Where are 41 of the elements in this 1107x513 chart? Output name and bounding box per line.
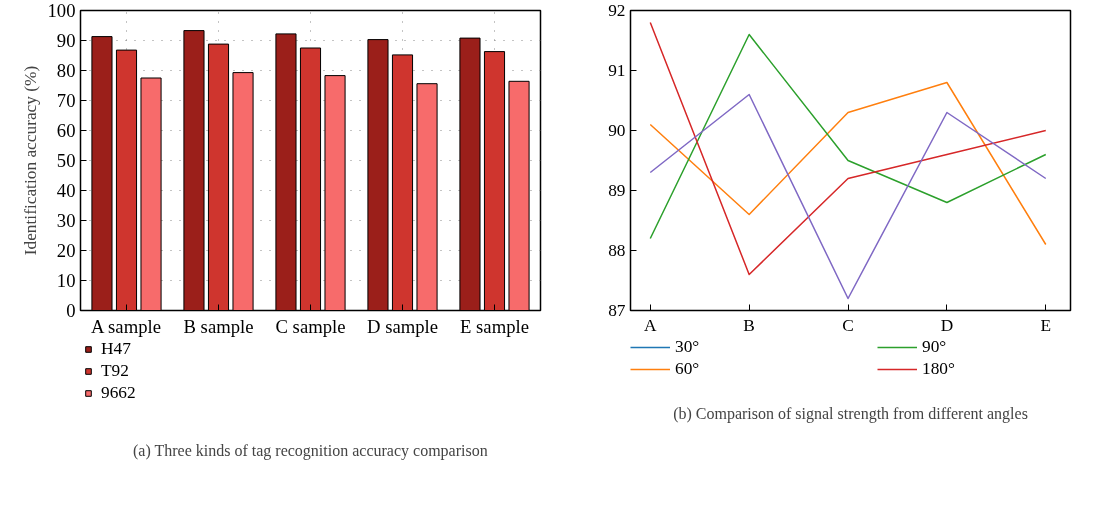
y-tick-label: 90 <box>608 121 626 140</box>
x-tick-label: C sample <box>275 315 346 337</box>
legend-label: 60° <box>675 359 701 379</box>
line-series <box>649 21 1047 276</box>
y-tick-label: 100 <box>47 0 76 21</box>
y-tick-label: 92 <box>608 1 626 20</box>
legend-label: 9662 <box>101 383 136 403</box>
text: (a) Three kinds of tag recognition accuracy comparison <box>133 441 488 460</box>
y-tick-label: 0 <box>66 300 76 321</box>
legend-label: T92 <box>101 361 129 381</box>
y-axis-title: Identification accuracy (%) <box>20 65 40 256</box>
legend-label: 90° <box>922 337 948 357</box>
line-series <box>649 93 1047 300</box>
x-tick-label: E sample <box>460 315 529 337</box>
y-tick-label: 60 <box>56 120 76 141</box>
y-tick-label: 10 <box>56 270 76 291</box>
x-tick-label: E <box>1040 315 1052 335</box>
y-tick-label: 87 <box>608 301 626 320</box>
y-tick-label: 89 <box>608 181 626 200</box>
legend-label: H47 <box>101 339 131 359</box>
y-tick-label: 40 <box>56 180 76 201</box>
y-tick-label: 80 <box>56 60 76 81</box>
x-tick-label: A sample <box>91 315 161 337</box>
y-tick-label: 30 <box>56 210 76 231</box>
line-series <box>649 81 1047 246</box>
legend-label: 180° <box>922 359 956 379</box>
y-tick-label: 50 <box>56 150 76 171</box>
y-tick-label: 90 <box>56 30 76 51</box>
x-tick-label: B <box>743 315 755 335</box>
line-series <box>649 33 1047 240</box>
x-tick-label: B sample <box>183 315 254 337</box>
y-tick-label: 88 <box>608 241 626 260</box>
y-tick-label: 70 <box>56 90 76 111</box>
x-tick-label: D <box>940 315 954 335</box>
y-tick-label: 91 <box>608 61 626 80</box>
x-tick-label: D sample <box>367 315 438 337</box>
y-tick-label: 20 <box>56 240 76 261</box>
x-tick-label: C <box>842 315 854 335</box>
x-tick-label: A <box>644 315 658 335</box>
text: (b) Comparison of signal strength from different angles <box>673 404 1028 423</box>
legend-label: 30° <box>675 337 701 357</box>
